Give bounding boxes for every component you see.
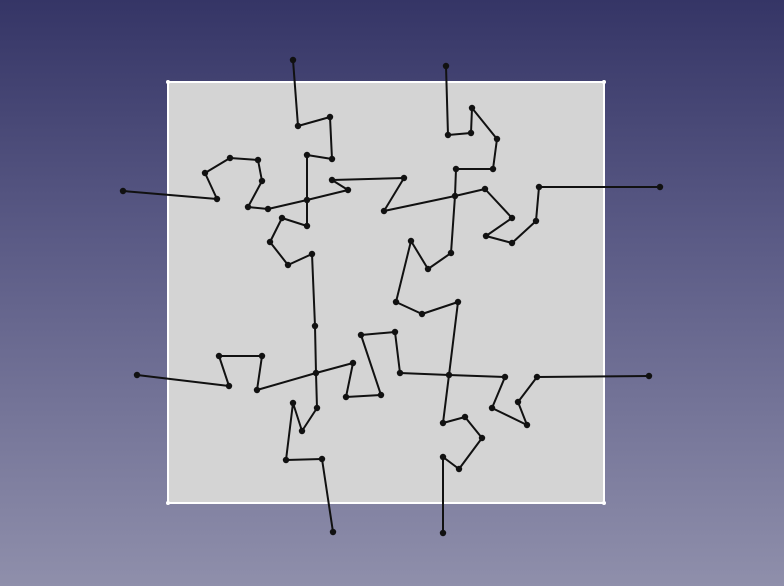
vertex-point[interactable]: [119, 187, 127, 195]
vertex-point[interactable]: [532, 217, 540, 225]
vertex-point[interactable]: [303, 196, 311, 204]
vertex-point[interactable]: [439, 419, 447, 427]
vertex-point[interactable]: [452, 165, 460, 173]
vertex-point[interactable]: [201, 169, 209, 177]
vertex-point[interactable]: [445, 371, 453, 379]
vertex-point[interactable]: [482, 232, 490, 240]
vertex-point[interactable]: [508, 239, 516, 247]
vertex-point[interactable]: [501, 373, 509, 381]
vertex-point[interactable]: [258, 352, 266, 360]
vertex-point[interactable]: [308, 250, 316, 258]
vertex-point[interactable]: [468, 104, 476, 112]
vertex-point[interactable]: [289, 56, 297, 64]
planar-face[interactable]: [167, 81, 605, 504]
wire-polyline[interactable]: [292, 59, 333, 227]
vertex-point[interactable]: [478, 434, 486, 442]
face-corner-points: [166, 80, 606, 505]
vertex-point[interactable]: [444, 131, 452, 139]
vertex-point[interactable]: [312, 369, 320, 377]
vertex-point[interactable]: [454, 298, 462, 306]
vertex-point[interactable]: [294, 122, 302, 130]
vertex-point[interactable]: [258, 177, 266, 185]
vertex-point[interactable]: [407, 237, 415, 245]
vertex-point[interactable]: [282, 456, 290, 464]
vertex-point[interactable]: [391, 328, 399, 336]
vertex-point[interactable]: [303, 151, 311, 159]
vertex-point[interactable]: [328, 155, 336, 163]
vertex-point[interactable]: [313, 404, 321, 412]
vertex-point[interactable]: [349, 359, 357, 367]
vertex-point[interactable]: [213, 195, 221, 203]
vertex-point[interactable]: [344, 186, 352, 194]
vertex-point[interactable]: [455, 465, 463, 473]
vertex-point[interactable]: [284, 261, 292, 269]
vertex-point[interactable]: [442, 62, 450, 70]
vertex-point[interactable]: [400, 174, 408, 182]
vertex-point[interactable]: [481, 185, 489, 193]
vertex-point[interactable]: [461, 413, 469, 421]
vertex-point[interactable]: [514, 398, 522, 406]
vertex-point[interactable]: [328, 176, 336, 184]
vertex-point[interactable]: [396, 369, 404, 377]
vertex-point[interactable]: [226, 154, 234, 162]
vertex-point[interactable]: [451, 192, 459, 200]
vertex-point[interactable]: [418, 310, 426, 318]
face-corner-point: [602, 80, 606, 84]
vertex-point[interactable]: [467, 129, 475, 137]
vertex-point[interactable]: [489, 165, 497, 173]
vertex-point[interactable]: [318, 455, 326, 463]
vertex-point[interactable]: [264, 205, 272, 213]
vertex-point[interactable]: [377, 391, 385, 399]
vertex-point[interactable]: [329, 528, 337, 536]
vertex-point[interactable]: [380, 207, 388, 215]
vertex-point[interactable]: [392, 298, 400, 306]
vertex-point[interactable]: [342, 393, 350, 401]
face-corner-point: [602, 501, 606, 505]
vertex-point[interactable]: [225, 382, 233, 390]
vertex-point[interactable]: [357, 331, 365, 339]
vertex-point[interactable]: [244, 203, 252, 211]
vertex-point[interactable]: [215, 352, 223, 360]
vertex-point[interactable]: [645, 372, 653, 380]
vertex-point[interactable]: [488, 404, 496, 412]
vertex-point[interactable]: [278, 214, 286, 222]
vertex-point[interactable]: [424, 265, 432, 273]
vertex-point[interactable]: [326, 113, 334, 121]
vertex-point[interactable]: [523, 421, 531, 429]
vertex-point[interactable]: [254, 156, 262, 164]
face-corner-point: [166, 501, 170, 505]
face-corner-point: [166, 80, 170, 84]
vertex-point[interactable]: [133, 371, 141, 379]
vertex-point[interactable]: [266, 238, 274, 246]
vertex-point[interactable]: [535, 183, 543, 191]
vertex-point[interactable]: [289, 399, 297, 407]
vertex-point[interactable]: [298, 427, 306, 435]
vertex-points[interactable]: [119, 56, 664, 537]
vertex-point[interactable]: [439, 529, 447, 537]
vertex-point[interactable]: [303, 222, 311, 230]
vertex-point[interactable]: [311, 322, 319, 330]
vertex-point[interactable]: [493, 135, 501, 143]
vertex-point[interactable]: [439, 453, 447, 461]
vertex-point[interactable]: [508, 214, 516, 222]
vertex-point[interactable]: [533, 373, 541, 381]
vertex-point[interactable]: [447, 249, 455, 257]
vertex-point[interactable]: [253, 386, 261, 394]
vertex-point[interactable]: [656, 183, 664, 191]
